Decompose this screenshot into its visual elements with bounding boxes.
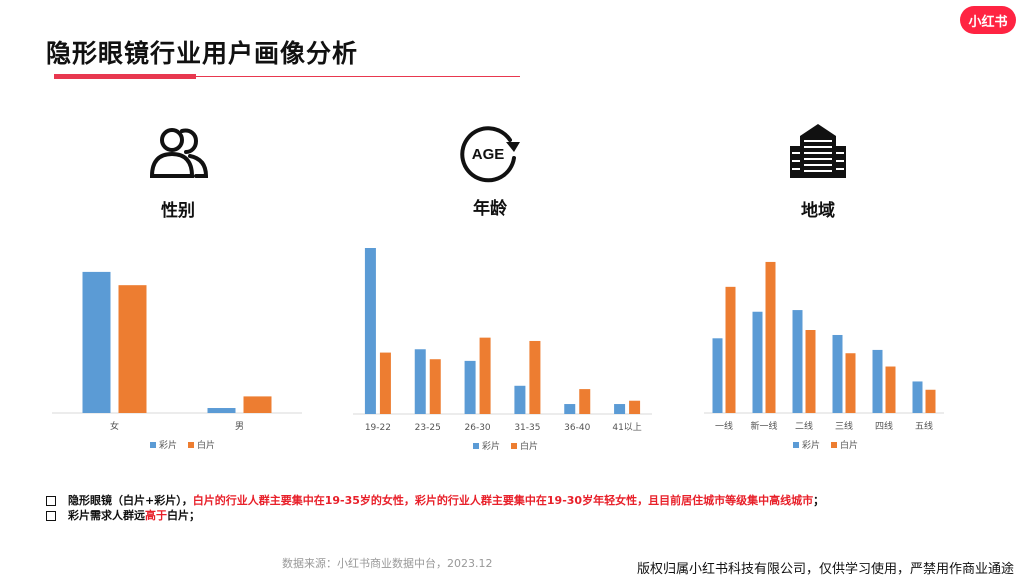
chart-2-bar-彩片-新一线 [752,311,763,413]
chart-0-tick-label: 女 [110,420,119,432]
note-2: 彩片需求人群远高于白片； [46,507,200,523]
chart-1-tick-label: 19-22 [365,423,391,433]
chart-2-tick-label: 四线 [875,420,893,432]
caption-age: 年龄 [473,199,507,219]
chart-1-bar-白片-23-25 [429,359,441,414]
chart-1-bar-白片-41以上 [629,400,641,414]
chart-2-tick-label: 二线 [795,420,813,432]
copyright-text: 版权归属小红书科技有限公司，仅供学习使用，严禁用作商业通途 [636,562,1014,577]
note-2-highlight: 高于 [145,509,167,522]
chart-1-legend-label: 彩片 [482,440,500,452]
chart-1-tick-label: 23-25 [415,423,441,433]
chart-0-legend-swatch [150,442,156,448]
chart-2-tick-label: 一线 [715,420,733,432]
chart-1-bar-彩片-31-35 [514,385,526,414]
bullet-square-icon [46,496,56,506]
title-accent-bar [54,74,196,79]
chart-1-tick-label: 36-40 [564,423,590,433]
note-1-pre: 隐形眼镜（白片+彩片）， [68,494,193,507]
chart-0-tick-label: 男 [235,421,244,432]
chart-1-bar-白片-26-30 [479,337,491,414]
chart-1-tick-label: 26-30 [465,423,491,433]
chart-2-bar-白片-一线 [725,286,736,413]
age-icon-text: AGE [472,146,505,163]
note-1-highlight: 白片的行业人群主要集中在19-35岁的女性，彩片的行业人群主要集中在19-30岁… [192,494,814,507]
age-icon: AGE [458,120,522,184]
chart-2-bar-白片-新一线 [765,261,776,413]
chart-1-tick-label: 31-35 [514,423,540,433]
chart-1-bar-白片-19-22 [379,352,391,414]
chart-2-bar-彩片-四线 [872,349,883,413]
chart-1-bar-白片-31-35 [529,340,541,414]
chart-1-bar-彩片-36-40 [564,404,576,414]
chart-2-bar-白片-二线 [805,330,816,413]
chart-2-bar-白片-五线 [925,389,936,413]
chart-0-legend-swatch [188,442,194,448]
building-icon [786,120,850,184]
chart-1-bar-白片-36-40 [579,389,591,414]
chart-0-bar-彩片-女 [82,271,111,413]
note-2-pre: 彩片需求人群远 [68,509,145,522]
chart-2-tick-label: 五线 [915,420,933,432]
chart-1-legend-label: 白片 [520,440,538,452]
chart-1-bar-彩片-41以上 [614,404,626,414]
chart-2-bar-彩片-一线 [712,338,723,413]
chart-1-bar-彩片-23-25 [414,349,426,414]
people-icon [146,120,210,184]
chart-0-bar-白片-男 [243,396,272,413]
chart-2-legend-label: 彩片 [802,439,820,451]
note-1: 隐形眼镜（白片+彩片），白片的行业人群主要集中在19-35岁的女性，彩片的行业人… [46,492,824,508]
chart-2-tick-label: 新一线 [750,420,777,432]
chart-1-bar-彩片-19-22 [364,248,376,414]
chart-0-bar-白片-女 [118,285,147,413]
chart-2-tick-label: 三线 [835,420,853,432]
bullet-square-icon [46,511,56,521]
chart-2-legend-swatch [831,442,837,448]
chart-2-bar-彩片-三线 [832,334,843,413]
page-title: 隐形眼镜行业用户画像分析 [46,39,359,68]
chart-0-legend-label: 彩片 [159,439,177,451]
brand-badge[interactable]: 小红书 [960,6,1016,34]
chart-1-legend-swatch [511,443,517,449]
chart-2-legend-swatch [793,442,799,448]
chart-2-legend-label: 白片 [840,439,858,451]
note-1-post: ； [813,494,825,507]
chart-2-bar-彩片-五线 [912,381,923,413]
chart-2-bar-白片-三线 [845,353,856,413]
title-underline [54,76,520,77]
chart-1-tick-label: 41以上 [612,422,641,433]
data-source: 数据来源：小红书商业数据中台，2023.12 [282,557,493,570]
chart-1-legend-swatch [473,443,479,449]
caption-region: 地域 [801,201,835,221]
chart-0-legend-label: 白片 [197,439,215,451]
chart-1-bar-彩片-26-30 [464,360,476,414]
chart-2-bar-彩片-二线 [792,310,803,413]
note-2-post: 白片； [167,509,200,522]
chart-2-bar-白片-四线 [885,366,896,413]
caption-gender: 性别 [161,201,195,221]
chart-0-bar-彩片-男 [207,408,236,413]
